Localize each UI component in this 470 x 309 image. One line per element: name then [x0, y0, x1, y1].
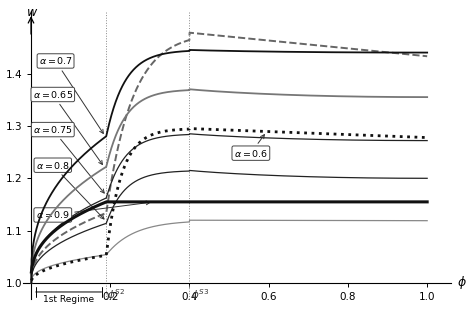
Text: $\alpha = 0.6$: $\alpha = 0.6$: [234, 135, 268, 159]
Text: $\alpha = 0.65$: $\alpha = 0.65$: [33, 89, 102, 164]
Text: $\alpha = 0.7$: $\alpha = 0.7$: [39, 55, 103, 133]
Text: $\alpha = 0.75$: $\alpha = 0.75$: [33, 124, 104, 193]
Text: 1st Regime: 1st Regime: [43, 294, 94, 304]
Text: $\alpha = 0.8$: $\alpha = 0.8$: [36, 160, 104, 219]
Text: $\phi^{S3}$: $\phi^{S3}$: [191, 287, 209, 303]
Text: $w$: $w$: [26, 6, 38, 19]
Text: $\phi$: $\phi$: [457, 273, 467, 290]
Text: $\alpha = 0.9$: $\alpha = 0.9$: [36, 201, 150, 220]
Text: $\phi^{S2}$: $\phi^{S2}$: [108, 287, 125, 303]
